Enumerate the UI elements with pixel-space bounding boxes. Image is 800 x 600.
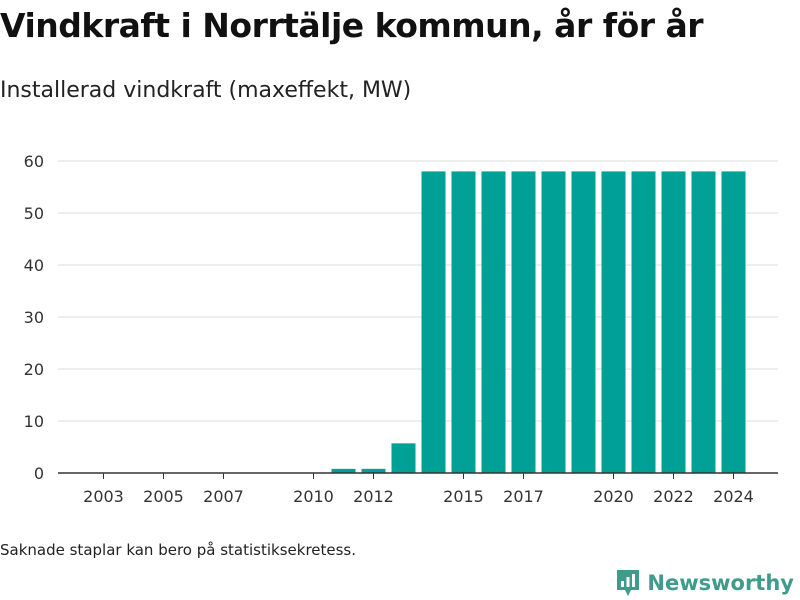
brand-logo: Newsworthy: [615, 568, 794, 598]
x-tick-label: 2022: [653, 487, 694, 506]
bar-2017: [511, 171, 536, 473]
x-tick-label: 2003: [83, 487, 124, 506]
chart-title: Vindkraft i Norrtälje kommun, år för år: [0, 6, 704, 45]
bar-2015: [451, 171, 476, 473]
x-tick-label: 2007: [203, 487, 244, 506]
x-tick-label: 2020: [593, 487, 634, 506]
bar-2011: [331, 468, 356, 473]
x-tick-label: 2017: [503, 487, 544, 506]
bar-2021: [631, 171, 656, 473]
x-tick-label: 2010: [293, 487, 334, 506]
bar-2024: [721, 171, 746, 473]
y-tick-label: 60: [24, 152, 44, 171]
x-tick-label: 2012: [353, 487, 394, 506]
bar-2014: [421, 171, 446, 473]
x-tick-label: 2024: [713, 487, 754, 506]
y-tick-label: 50: [24, 204, 44, 223]
bar-2023: [691, 171, 716, 473]
y-tick-label: 10: [24, 412, 44, 431]
bar-2012: [361, 468, 386, 473]
bar-2013: [391, 443, 416, 473]
bar-2019: [571, 171, 596, 473]
y-tick-label: 30: [24, 308, 44, 327]
y-tick-label: 0: [34, 464, 44, 483]
newsworthy-logo-icon: [617, 570, 640, 596]
chart-subtitle: Installerad vindkraft (maxeffekt, MW): [0, 78, 412, 103]
bar-2022: [661, 171, 686, 473]
footnote: Saknade staplar kan bero på statistiksek…: [0, 541, 357, 559]
y-tick-label: 20: [24, 360, 44, 379]
bar-2020: [601, 171, 626, 473]
x-tick-label: 2005: [143, 487, 184, 506]
brand-name: Newsworthy: [647, 571, 794, 595]
bar-chart: 0 10 20 30 40 50 60 2003 2005 2007 2010 2012 2015 201…: [24, 152, 778, 506]
bar-2018: [541, 171, 566, 473]
x-tick-label: 2015: [443, 487, 484, 506]
bar-2016: [481, 171, 506, 473]
y-tick-label: 40: [24, 256, 44, 275]
